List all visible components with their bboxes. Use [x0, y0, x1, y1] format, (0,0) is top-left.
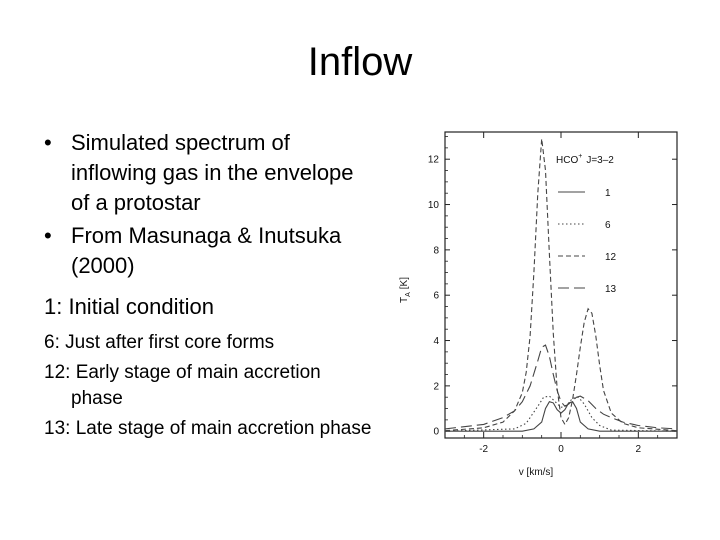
legend-label-1: 1 — [605, 188, 611, 199]
y-tick-label: 8 — [433, 245, 439, 256]
bullet-dot: • — [44, 223, 52, 248]
bullet-list: • Simulated spectrum of inflowing gas in… — [44, 128, 374, 284]
series-line-13 — [444, 344, 678, 430]
note-stage-6: 6: Just after first core forms — [44, 332, 275, 353]
series-line-1 — [445, 401, 677, 432]
y-ticks: 0 2 4 6 8 10 12 — [428, 136, 677, 438]
y-tick-label: 2 — [433, 381, 439, 392]
note-stage-13: 13: Late stage of main accretion phase — [44, 418, 372, 439]
x-tick-label: -2 — [479, 444, 488, 455]
series-line-6 — [444, 395, 678, 432]
series-line-12 — [444, 138, 678, 432]
note-stage-12: 12: Early stage of main accretion phase — [44, 362, 321, 409]
series-lines — [444, 138, 678, 432]
x-tick-label: 0 — [558, 444, 564, 455]
x-tick-label: 2 — [636, 444, 642, 455]
x-axis-label: v [km/s] — [519, 467, 554, 478]
x-ticks: -2 0 2 — [463, 132, 659, 455]
slide-title: Inflow — [307, 40, 413, 84]
bullet-text: From Masunaga & Inutsuka (2000) — [71, 223, 342, 278]
y-axis-label-main: T — [399, 297, 410, 303]
legend-title-sup: + — [578, 153, 582, 160]
bullet-item: • From Masunaga & Inutsuka (2000) — [44, 221, 374, 281]
y-axis-label: TA [K] — [399, 277, 412, 303]
y-axis-label-unit: [K] — [399, 277, 410, 289]
y-tick-label: 4 — [433, 336, 439, 347]
y-tick-label: 12 — [428, 155, 440, 166]
y-tick-label: 0 — [433, 427, 439, 438]
y-axis-label-sub: A — [405, 292, 412, 297]
bullet-item: • Simulated spectrum of inflowing gas in… — [44, 128, 374, 218]
y-tick-label: 10 — [428, 200, 440, 211]
svg-text:HCO+J=3–2: HCO+ J=3–2 — [556, 153, 614, 166]
y-tick-label: 6 — [433, 291, 439, 302]
legend-title-rest: J=3–2 — [586, 155, 614, 166]
legend-title-main: HCO — [556, 155, 578, 166]
note-stage-1: 1: Initial condition — [44, 294, 214, 319]
bullet-text: Simulated spectrum of inflowing gas in t… — [71, 130, 354, 215]
legend-label-6: 6 — [605, 220, 611, 231]
plot-frame — [444, 131, 678, 439]
legend-label-12: 12 — [605, 252, 617, 263]
bullet-dot: • — [44, 130, 52, 155]
svg-text:TA[K]: TA [K] — [399, 277, 412, 303]
legend: HCO+ J=3–2 1 6 12 13 — [556, 153, 617, 295]
legend-label-13: 13 — [605, 284, 617, 295]
stage-notes: 1: Initial condition 6: Just after first… — [44, 292, 374, 446]
